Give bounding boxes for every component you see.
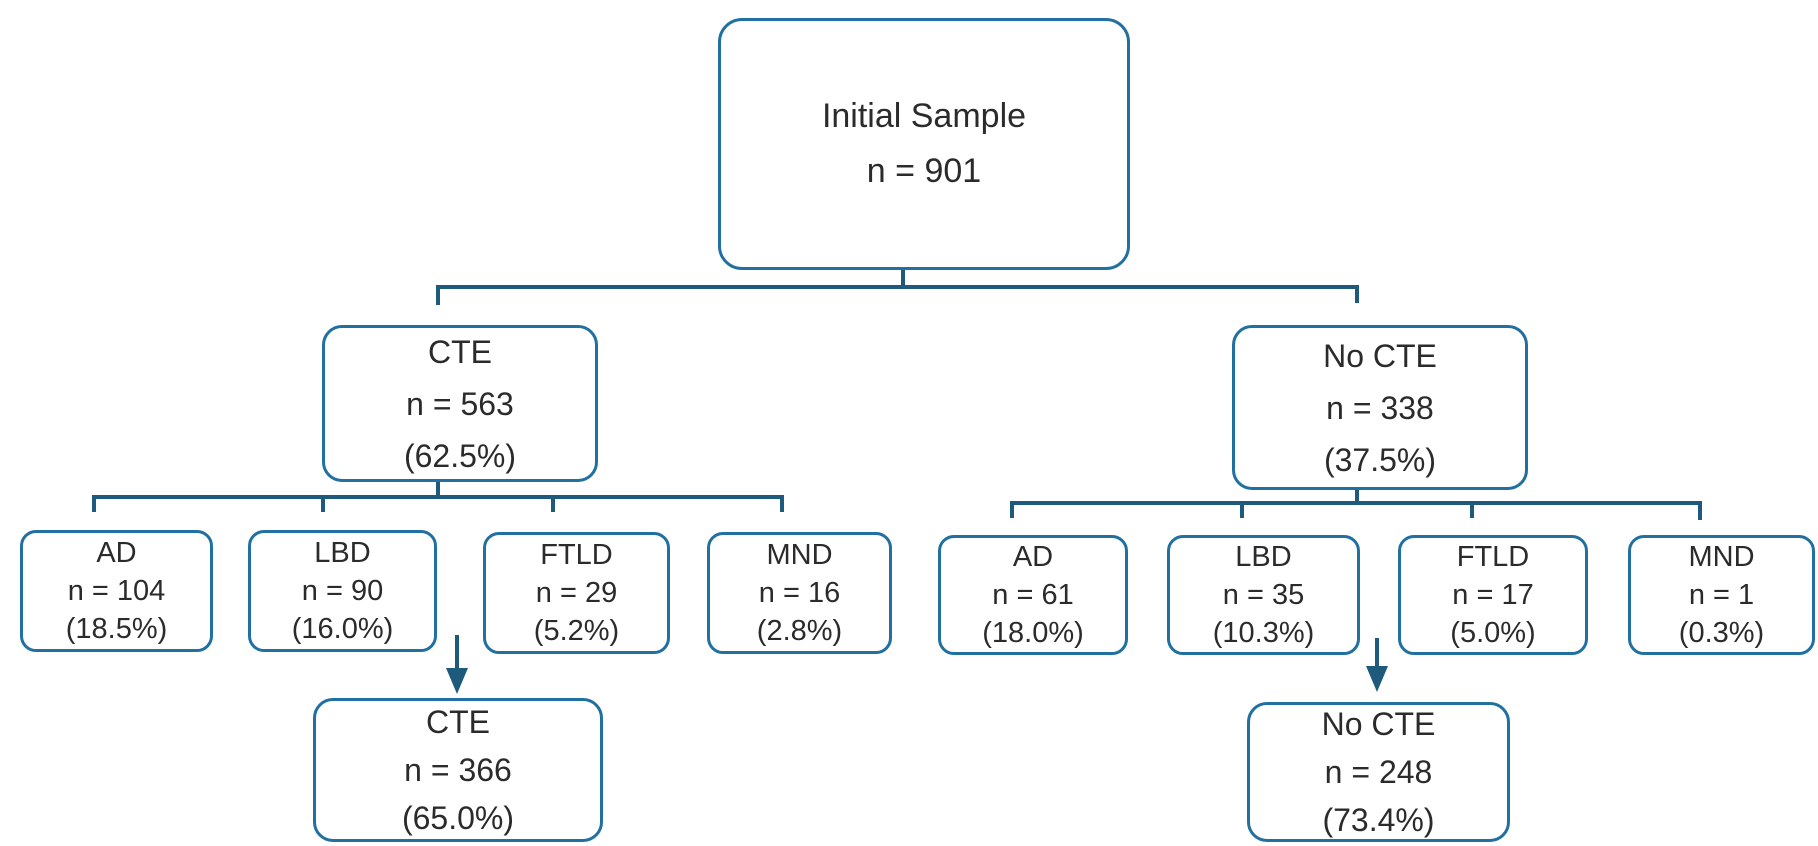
node-pct: (2.8%) [756,615,843,647]
node-n: n = 1 [1688,579,1755,611]
node-cte: CTE n = 563 (62.5%) [322,325,598,482]
node-pct: (10.3%) [1212,617,1315,649]
node-title: MND [1688,541,1755,573]
node-no-cte-final: No CTE n = 248 (73.4%) [1247,702,1510,842]
node-pct: (18.5%) [65,613,168,645]
node-no-cte: No CTE n = 338 (37.5%) [1232,325,1528,490]
node-n: n = 563 [406,385,514,422]
node-pct: (62.5%) [403,437,517,474]
node-n: n = 29 [535,577,618,609]
node-title: MND [766,539,833,571]
node-pct: (73.4%) [1322,802,1435,838]
node-no-cte-lbd: LBD n = 35 (10.3%) [1167,535,1360,655]
node-title: LBD [314,537,371,569]
node-cte-lbd: LBD n = 90 (16.0%) [248,530,437,652]
node-cte-ftld: FTLD n = 29 (5.2%) [483,532,670,654]
down-arrow-icon-right [1366,638,1388,692]
node-title: CTE [426,704,490,740]
node-pct: (5.2%) [533,615,620,647]
node-no-cte-ftld: FTLD n = 17 (5.0%) [1398,535,1588,655]
node-n: n = 61 [992,579,1074,611]
node-title: No CTE [1323,337,1437,374]
node-pct: (18.0%) [982,617,1084,649]
node-no-cte-mnd: MND n = 1 (0.3%) [1628,535,1815,655]
no-cte-children-bracket-line [1010,501,1702,520]
node-n: n = 366 [404,752,512,788]
level1-bracket-line [436,285,1359,305]
node-cte-final: CTE n = 366 (65.0%) [313,698,603,842]
node-cte-ad: AD n = 104 (18.5%) [20,530,213,652]
cte-children-bracket-line [92,495,784,512]
node-pct: (37.5%) [1323,441,1437,478]
node-n: n = 17 [1452,579,1534,611]
node-title: Initial Sample [821,97,1027,135]
node-cte-mnd: MND n = 16 (2.8%) [707,532,892,654]
down-arrow-icon-left [446,635,468,694]
node-title: AD [96,537,137,569]
node-no-cte-ad: AD n = 61 (18.0%) [938,535,1128,655]
node-pct: (65.0%) [401,800,515,836]
node-n: n = 35 [1222,579,1305,611]
node-initial-sample: Initial Sample n = 901 [718,18,1130,270]
node-title: CTE [428,333,492,370]
node-title: No CTE [1321,706,1436,742]
node-pct: (16.0%) [291,613,394,645]
no-cte-children-tick-lines [1240,503,1474,518]
node-n: n = 248 [1324,754,1433,790]
node-n: n = 338 [1326,389,1434,426]
node-title: AD [1012,541,1054,573]
node-n: n = 16 [758,577,841,609]
node-pct: (5.0%) [1450,617,1536,649]
cte-children-tick-lines [321,497,555,512]
node-title: LBD [1235,541,1292,573]
node-n: n = 104 [67,575,166,607]
node-n: n = 90 [301,575,384,607]
node-title: FTLD [1456,541,1530,573]
node-pct: (0.3%) [1678,617,1765,649]
node-n: n = 901 [866,152,982,190]
node-title: FTLD [540,539,613,571]
